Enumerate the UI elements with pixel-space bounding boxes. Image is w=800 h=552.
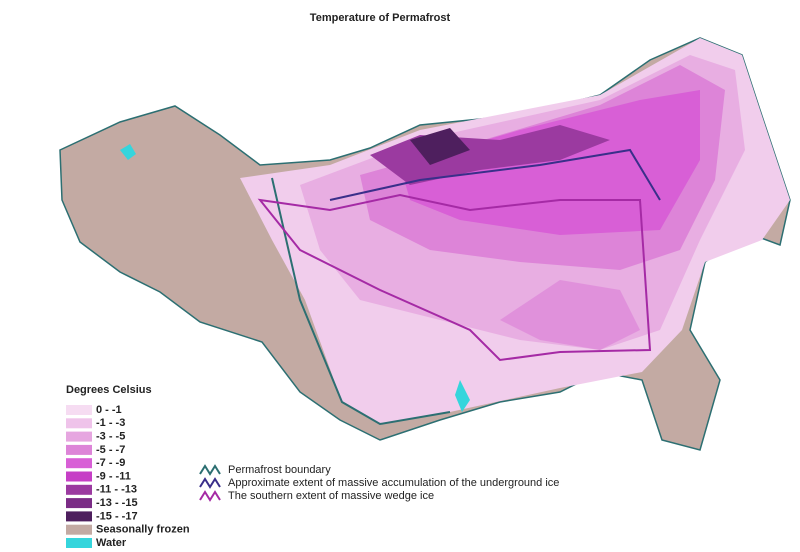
legend-title: Degrees Celsius: [66, 384, 152, 396]
line-swatch: [199, 490, 221, 502]
legend-swatch: [66, 418, 92, 429]
legend-label: -7 - -9: [96, 457, 125, 469]
legend-swatch: [66, 444, 92, 455]
legend-label: -9 - -11: [96, 470, 131, 482]
line-swatch: [199, 464, 221, 476]
line-label: The southern extent of massive wedge ice: [228, 490, 434, 502]
legend-label: -1 - -3: [96, 417, 125, 429]
legend: 0 - -1-1 - -3 -3 - -5-5 - -7-7 - -9-9 - -…: [66, 404, 190, 549]
legend-swatch: [66, 538, 92, 548]
legend-label: -5 - -7: [96, 444, 125, 456]
legend-label: -3 - -5: [96, 431, 125, 443]
line-swatch: [199, 477, 221, 489]
landmass: [59, 37, 791, 451]
legend-swatch: [66, 405, 92, 415]
legend-label: 0 - -1: [96, 404, 122, 416]
legend-label: -11 - -13: [96, 484, 137, 496]
legend-swatch: [66, 471, 92, 482]
legend-label: -15 - -17: [96, 510, 138, 522]
line-label: Approximate extent of massive accumulati…: [228, 477, 559, 489]
map-title: Temperature of Permafrost: [310, 12, 451, 24]
legend-swatch: [66, 511, 92, 522]
legend-swatch: [66, 431, 92, 442]
legend-swatch: [66, 498, 92, 509]
line-label: Permafrost boundary: [228, 464, 331, 476]
legend-swatch: [66, 484, 92, 495]
legend-label: Water: [96, 537, 127, 549]
legend-swatch: [66, 458, 92, 469]
legend-swatch: [66, 524, 92, 535]
legend-label: -13 - -15: [96, 497, 138, 509]
legend-label: Seasonally frozen: [96, 524, 190, 536]
